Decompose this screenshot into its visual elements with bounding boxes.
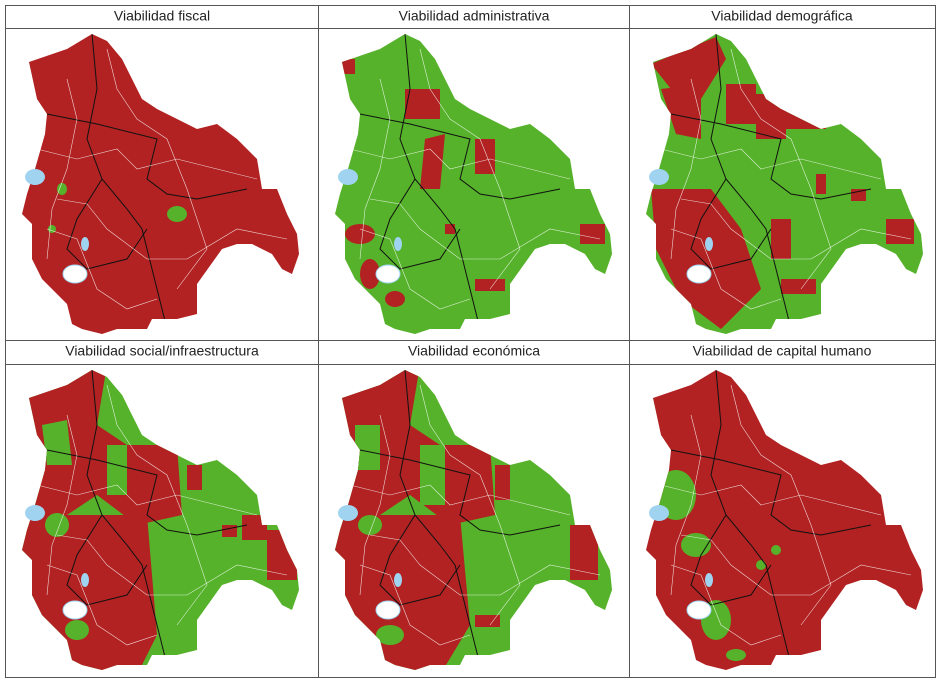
map [22, 34, 299, 334]
map-cell [629, 364, 936, 678]
map [646, 34, 923, 334]
map [335, 370, 612, 670]
map [335, 34, 612, 334]
panel-title: Viabilidad administrativa [399, 8, 550, 24]
panel-title: Viabilidad fiscal [114, 8, 210, 24]
map [646, 370, 923, 670]
panel-title: Viabilidad de capital humano [693, 343, 872, 359]
panel-title: Viabilidad económica [408, 343, 540, 359]
map [22, 370, 299, 670]
panel-title: Viabilidad social/infraestructura [65, 343, 259, 359]
panel-title: Viabilidad demográfica [711, 8, 853, 24]
